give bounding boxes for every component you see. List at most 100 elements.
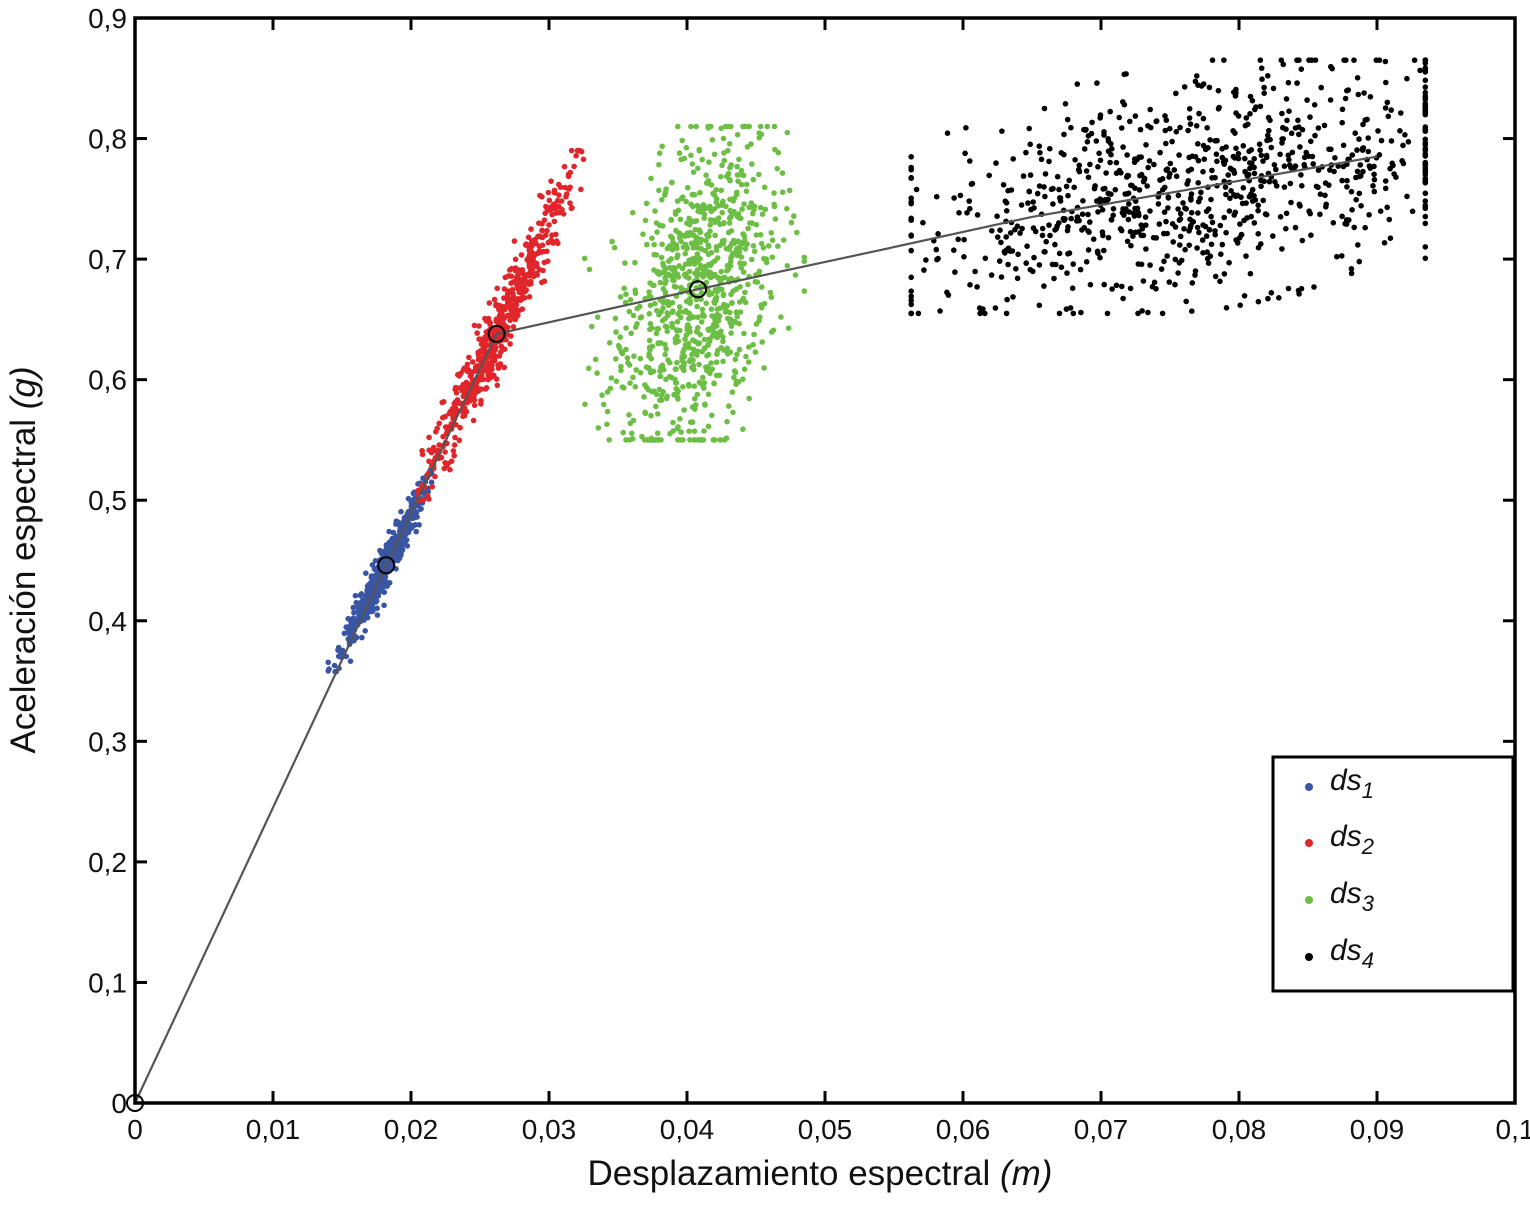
data-point-ds4 [1257,57,1264,63]
data-point-ds4 [1014,275,1021,282]
data-point-ds4 [1270,85,1277,92]
data-point-ds4 [1318,84,1324,91]
data-point-ds3 [738,254,745,260]
data-point-ds3 [655,325,662,332]
data-point-ds3 [658,437,664,443]
data-point-ds4 [962,150,968,157]
data-point-ds3 [700,437,707,443]
data-point-ds3 [620,429,626,436]
data-point-ds3 [697,331,703,338]
data-point-ds4 [1097,254,1103,261]
data-point-ds4 [1007,248,1013,254]
data-point-ds4 [1422,109,1429,116]
data-point-ds2 [537,192,543,199]
data-point-ds4 [1161,230,1167,237]
data-point-ds1 [331,662,338,669]
data-point-ds4 [1127,118,1133,125]
data-point-ds4 [1173,90,1179,97]
data-point-ds1 [343,624,350,630]
data-point-ds2 [489,366,495,373]
data-point-ds3 [745,281,751,288]
data-point-ds3 [750,243,757,249]
data-point-ds3 [779,189,786,195]
data-point-ds2 [442,449,448,455]
data-point-ds4 [1097,196,1103,202]
data-point-ds4 [967,158,973,164]
data-point-ds4 [1109,146,1115,152]
data-point-ds3 [714,217,720,224]
data-point-ds4 [1027,266,1034,273]
data-point-ds3 [681,407,687,413]
data-point-ds3 [746,344,752,350]
data-point-ds3 [626,308,633,315]
data-point-ds4 [1042,171,1049,177]
data-point-ds1 [363,570,369,576]
data-point-ds4 [1172,256,1179,263]
data-point-ds3 [675,274,682,280]
data-point-ds4 [957,192,964,199]
data-point-ds3 [703,300,709,307]
data-point-ds3 [771,203,778,210]
data-point-ds4 [1071,184,1077,191]
data-point-ds2 [432,447,438,454]
data-point-ds3 [784,263,791,269]
data-point-ds3 [688,123,694,130]
data-point-ds3 [759,211,766,217]
data-point-ds4 [1185,168,1192,174]
data-point-ds2 [487,319,493,326]
data-point-ds2 [484,366,490,373]
data-point-ds2 [472,364,479,371]
data-point-ds3 [700,268,707,275]
data-point-ds4 [1041,184,1047,190]
data-point-ds4 [1135,210,1141,216]
data-point-ds4 [1206,84,1213,91]
data-point-ds4 [1279,110,1285,117]
data-point-ds3 [637,355,644,362]
data-point-ds3 [729,300,735,306]
data-point-ds4 [1200,81,1207,87]
data-point-ds3 [714,306,721,312]
data-point-ds3 [708,249,715,256]
data-point-ds4 [1123,71,1129,77]
data-point-ds4 [1215,87,1222,94]
data-point-ds3 [757,204,764,211]
data-point-ds3 [765,243,772,249]
data-point-ds4 [1422,103,1429,110]
y-tick-label: 0,4 [88,606,127,637]
data-point-ds4 [1153,235,1160,241]
data-point-ds2 [512,312,518,318]
data-point-ds4 [1349,207,1355,213]
data-point-ds4 [1140,232,1147,239]
data-point-ds3 [734,252,740,259]
data-point-ds3 [733,381,739,388]
y-tick-label: 0,5 [88,485,127,516]
data-point-ds4 [1087,161,1093,168]
capacity-curve [134,155,1378,1104]
data-point-ds2 [512,267,519,274]
data-point-ds3 [651,267,657,273]
data-point-ds4 [1145,309,1151,316]
data-point-ds3 [740,269,747,275]
data-point-ds4 [1310,161,1316,167]
data-point-ds4 [1094,80,1100,86]
data-point-ds3 [711,380,717,387]
data-point-ds2 [540,267,546,274]
data-point-ds3 [686,383,692,389]
data-point-ds3 [642,217,649,224]
data-point-ds4 [1140,278,1147,284]
data-point-ds4 [1181,226,1187,232]
data-point-ds4 [1422,255,1429,262]
data-point-ds4 [1294,57,1300,63]
data-point-ds4 [1295,117,1301,124]
data-point-ds4 [1362,117,1368,123]
data-point-ds2 [548,204,554,210]
data-point-ds3 [680,437,686,443]
data-point-ds4 [1192,78,1199,85]
data-point-ds4 [1327,167,1333,173]
data-point-ds3 [696,205,703,211]
data-point-ds3 [666,243,673,249]
data-point-ds1 [413,528,420,535]
data-point-ds3 [736,215,743,221]
data-point-ds4 [1161,209,1168,215]
